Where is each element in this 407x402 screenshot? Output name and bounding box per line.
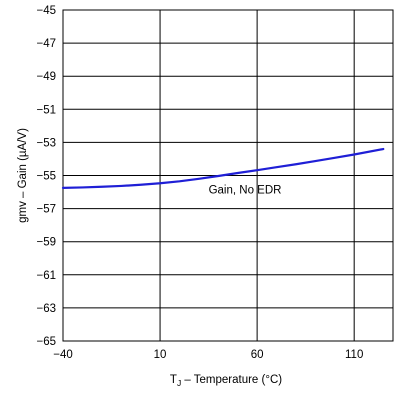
y-tick-label: −47 [36,38,56,50]
y-tick-label: −59 [36,237,56,249]
x-axis-title-subscript: J [177,378,181,388]
x-axis-title: TJ – Temperature (°C) [170,374,282,388]
x-tick-label: 110 [345,349,363,361]
x-axis-title-rest: – Temperature (°C) [181,374,282,386]
y-tick-label: −65 [36,336,56,348]
y-tick-label: −57 [36,204,56,216]
x-tick-label: −40 [53,349,73,361]
x-tick-label: 60 [251,349,264,361]
series-annotation-label: Gain, No EDR [209,185,282,197]
y-tick-label: −45 [36,5,56,17]
y-tick-label: −61 [36,270,56,282]
y-tick-label: −63 [36,303,56,315]
y-axis-ticks: −45 −47 −49 −51 −53 −55 −57 −59 −61 −63 −65 [36,5,56,348]
x-axis-ticks: −40 10 60 110 [53,349,363,361]
annotations-layer: Gain, No EDR [209,185,282,197]
plot-area-frame [62,9,394,342]
series-layer [61,147,385,190]
y-tick-label: −49 [36,71,56,83]
y-axis-title: gmv – Gain (µA/V) [17,128,29,223]
x-axis-title-main: T [170,374,177,386]
y-tick-label: −55 [36,171,56,183]
y-tick-label: −51 [36,104,56,116]
x-tick-label: 10 [154,349,167,361]
y-tick-label: −53 [36,137,56,149]
series-line-gain-no-edr [61,147,385,190]
